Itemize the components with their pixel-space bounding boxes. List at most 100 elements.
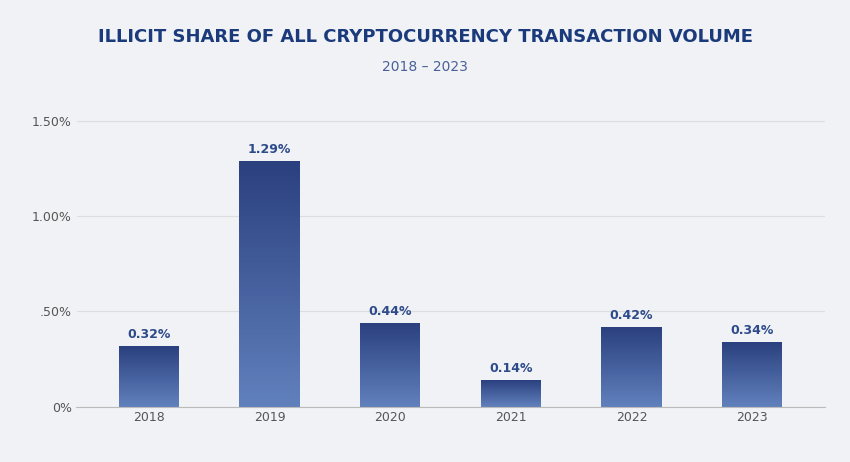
- Bar: [240, 273, 300, 274]
- Bar: [240, 382, 300, 383]
- Bar: [240, 255, 300, 256]
- Bar: [240, 317, 300, 318]
- Bar: [240, 399, 300, 401]
- Bar: [240, 225, 300, 226]
- Bar: [240, 196, 300, 198]
- Bar: [240, 198, 300, 199]
- Bar: [240, 316, 300, 317]
- Text: 0.34%: 0.34%: [730, 324, 774, 337]
- Bar: [240, 204, 300, 205]
- Bar: [240, 376, 300, 377]
- Bar: [240, 252, 300, 253]
- Bar: [240, 166, 300, 167]
- Bar: [240, 221, 300, 222]
- Bar: [240, 249, 300, 250]
- Bar: [240, 383, 300, 384]
- Bar: [240, 377, 300, 378]
- Bar: [240, 213, 300, 215]
- Bar: [240, 392, 300, 393]
- Bar: [240, 224, 300, 225]
- Bar: [240, 389, 300, 390]
- Bar: [240, 269, 300, 270]
- Bar: [240, 354, 300, 355]
- Bar: [240, 188, 300, 189]
- Bar: [240, 245, 300, 247]
- Bar: [240, 340, 300, 341]
- Bar: [240, 312, 300, 313]
- Bar: [240, 360, 300, 361]
- Bar: [240, 341, 300, 343]
- Bar: [240, 405, 300, 407]
- Bar: [240, 180, 300, 182]
- Bar: [240, 244, 300, 245]
- Bar: [240, 258, 300, 259]
- Bar: [240, 308, 300, 310]
- Bar: [240, 271, 300, 273]
- Bar: [240, 185, 300, 187]
- Bar: [240, 384, 300, 386]
- Bar: [240, 235, 300, 236]
- Bar: [240, 190, 300, 191]
- Bar: [240, 318, 300, 319]
- Bar: [240, 358, 300, 359]
- Bar: [240, 161, 300, 162]
- Bar: [240, 168, 300, 169]
- Bar: [240, 328, 300, 329]
- Bar: [240, 335, 300, 336]
- Bar: [240, 241, 300, 242]
- Bar: [240, 345, 300, 346]
- Bar: [240, 227, 300, 228]
- Bar: [240, 339, 300, 340]
- Bar: [240, 289, 300, 290]
- Bar: [240, 253, 300, 254]
- Bar: [240, 275, 300, 276]
- Bar: [240, 284, 300, 285]
- Bar: [240, 365, 300, 366]
- Text: 0.42%: 0.42%: [609, 309, 653, 322]
- Bar: [240, 287, 300, 289]
- Bar: [240, 322, 300, 323]
- Bar: [240, 338, 300, 339]
- Bar: [240, 344, 300, 345]
- Bar: [240, 243, 300, 244]
- Bar: [240, 359, 300, 360]
- Bar: [240, 278, 300, 279]
- Bar: [240, 264, 300, 265]
- Bar: [240, 302, 300, 304]
- Bar: [240, 350, 300, 351]
- Bar: [240, 403, 300, 404]
- Bar: [240, 373, 300, 375]
- Bar: [240, 362, 300, 364]
- Bar: [240, 367, 300, 369]
- Bar: [240, 378, 300, 379]
- Bar: [240, 219, 300, 220]
- Bar: [240, 267, 300, 269]
- Bar: [240, 324, 300, 325]
- Text: 0.44%: 0.44%: [368, 305, 412, 318]
- Bar: [240, 263, 300, 264]
- Bar: [240, 346, 300, 347]
- Bar: [240, 259, 300, 260]
- Bar: [240, 366, 300, 367]
- Bar: [240, 336, 300, 338]
- Bar: [240, 220, 300, 221]
- Bar: [240, 375, 300, 376]
- Bar: [240, 170, 300, 172]
- Bar: [240, 199, 300, 200]
- Bar: [240, 323, 300, 324]
- Bar: [240, 349, 300, 350]
- Bar: [240, 371, 300, 372]
- Bar: [240, 285, 300, 286]
- Bar: [240, 388, 300, 389]
- Bar: [240, 307, 300, 308]
- Bar: [240, 370, 300, 371]
- Text: 2018 – 2023: 2018 – 2023: [382, 60, 468, 74]
- Bar: [240, 178, 300, 179]
- Bar: [240, 195, 300, 196]
- Bar: [240, 226, 300, 227]
- Bar: [240, 369, 300, 370]
- Bar: [240, 310, 300, 312]
- Bar: [240, 172, 300, 173]
- Bar: [240, 295, 300, 296]
- Bar: [240, 261, 300, 263]
